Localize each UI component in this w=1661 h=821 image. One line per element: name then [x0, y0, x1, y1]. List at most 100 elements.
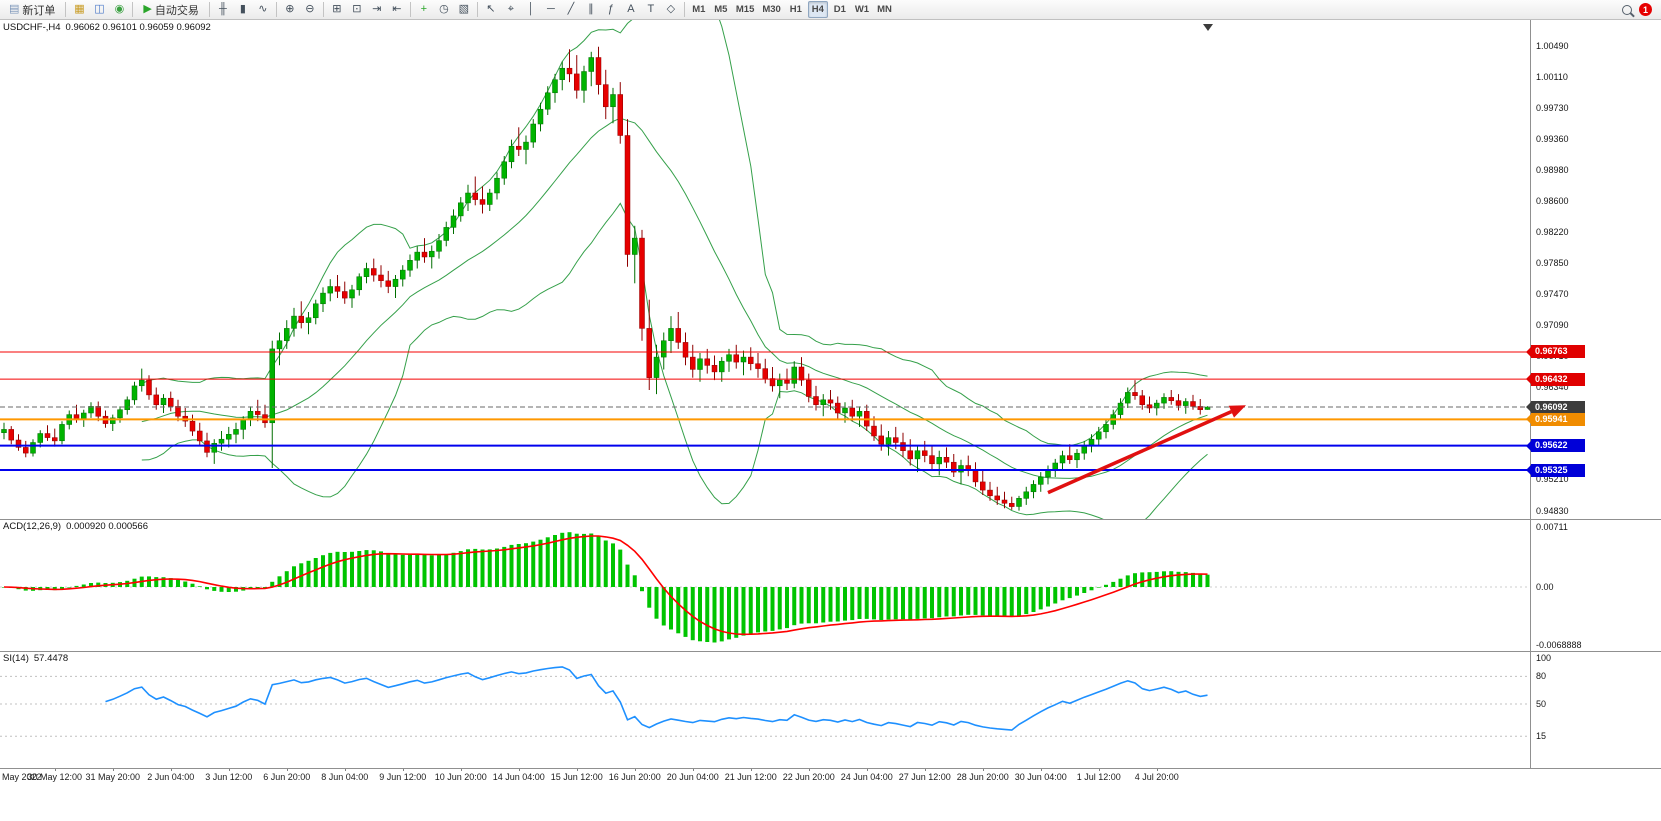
auto-scroll-icon-glyph: ⇥ — [372, 3, 382, 15]
price-tick: 1.00490 — [1536, 41, 1569, 52]
timeframe-h1[interactable]: H1 — [786, 1, 806, 18]
time-axis[interactable]: May 2022 30 May 12:00 31 May 20:00 2 Jun 04… — [0, 768, 1530, 786]
market-watch-icon[interactable]: ▦ — [70, 1, 88, 18]
timeframe-m30[interactable]: M30 — [759, 1, 783, 18]
cursor-icon[interactable]: ↖ — [482, 1, 500, 18]
rsi-panel[interactable]: SI(14) 57.4478 — [0, 651, 1530, 768]
rsi-chart[interactable] — [0, 651, 1530, 768]
price-chart-panel[interactable]: USDCHF-,H4 0.96062 0.96101 0.96059 0.9609… — [0, 20, 1530, 519]
templates-icon[interactable]: ▧ — [455, 1, 473, 18]
horizontal-lines[interactable] — [0, 351, 1530, 471]
timeframe-h4[interactable]: H4 — [807, 1, 828, 18]
time-label: 4 Jul 20:00 — [1134, 772, 1179, 782]
symbol-header: USDCHF-,H4 0.96062 0.96101 0.96059 0.9609… — [3, 22, 216, 33]
price-line-label: 0.96763 — [1526, 345, 1585, 359]
time-tick — [924, 768, 926, 771]
indicators-icon[interactable]: + — [415, 1, 433, 18]
time-label: 2 Jun 04:00 — [147, 772, 195, 782]
time-tick — [402, 768, 404, 771]
indicators-icon-glyph: + — [420, 3, 428, 15]
data-window-icon[interactable]: ◫ — [90, 1, 108, 18]
time-label: May 2022 — [2, 772, 42, 782]
text-icon[interactable]: A — [622, 1, 640, 18]
trendline-icon[interactable]: ╱ — [562, 1, 580, 18]
search-icon[interactable] — [1622, 4, 1632, 15]
timeframe-mn[interactable]: MN — [874, 1, 895, 18]
time-label: 30 May 12:00 — [27, 772, 83, 782]
price-line-label: 0.96092 — [1526, 400, 1585, 414]
zoom-in-icon[interactable]: ⊕ — [281, 1, 299, 18]
toolbar-separator — [683, 2, 685, 17]
vertical-line-icon[interactable]: │ — [522, 1, 540, 18]
time-tick — [518, 768, 520, 771]
bar-chart-icon-glyph: ╫ — [218, 3, 227, 15]
toolbar-button-groups: ▤ 新订单 ▦ ◫ ◉ ▶ 自动交易 ╫ ▮ ∿ ⊕ ⊖ ⊞ ⊡ ⇥ ⇤ + ◷ ▧ ↖ ⌖ │ ─ ╱ ∥ ƒ A T ◇ M1 M5 M1… — [2, 0, 896, 19]
timeframe-w1[interactable]: W1 — [852, 1, 872, 18]
horizontal-line-icon[interactable]: ─ — [542, 1, 560, 18]
candles — [1, 46, 1211, 511]
panel-separator[interactable] — [0, 768, 1661, 769]
rsi-label: SI(14) 57.4478 — [3, 653, 73, 664]
cascade-windows-icon[interactable]: ⊡ — [348, 1, 366, 18]
horizontal-line-icon-glyph: ─ — [546, 3, 555, 15]
panel-separator[interactable] — [0, 519, 1661, 520]
fibonacci-icon[interactable]: ƒ — [602, 1, 620, 18]
time-tick — [170, 768, 172, 771]
macd-panel[interactable]: ACD(12,26,9) 0.000920 0.000566 — [0, 519, 1530, 651]
chart-shift-marker[interactable] — [1203, 24, 1213, 31]
new-order-button[interactable]: ▤ 新订单 — [3, 1, 61, 18]
price-line-label: 0.95325 — [1526, 463, 1585, 477]
toolbar-separator — [208, 2, 210, 17]
time-tick — [112, 768, 114, 771]
price-chart[interactable] — [0, 20, 1530, 519]
crosshair-icon-glyph: ⌖ — [507, 3, 514, 15]
rsi-value: 57.4478 — [33, 653, 69, 664]
time-tick — [54, 768, 56, 771]
timeframe-m5[interactable]: M5 — [711, 1, 731, 18]
time-tick — [576, 768, 578, 771]
time-label: 9 Jun 12:00 — [379, 772, 427, 782]
time-label: 30 Jun 04:00 — [1014, 772, 1067, 782]
time-tick — [286, 768, 288, 771]
autotrading-button-label: 自动交易 — [154, 4, 199, 17]
periods-icon[interactable]: ◷ — [435, 1, 453, 18]
macd-chart[interactable] — [0, 519, 1530, 651]
tile-windows-icon[interactable]: ⊞ — [328, 1, 346, 18]
templates-icon-glyph: ▧ — [458, 3, 470, 15]
timeframe-m15[interactable]: M15 — [733, 1, 757, 18]
notification-badge[interactable]: 1 — [1639, 3, 1652, 16]
timeframe-d1[interactable]: D1 — [830, 1, 850, 18]
time-tick — [982, 768, 984, 771]
price-tick: 0.97850 — [1536, 257, 1569, 268]
autotrading-button[interactable]: ▶ 自动交易 — [137, 1, 204, 18]
timeframe-m1[interactable]: M1 — [689, 1, 709, 18]
price-tick: 1.00110 — [1536, 72, 1568, 83]
chart-shift-icon[interactable]: ⇤ — [388, 1, 406, 18]
trend-arrow[interactable] — [1047, 405, 1246, 495]
time-tick — [228, 768, 230, 771]
zoom-out-icon[interactable]: ⊖ — [301, 1, 319, 18]
toolbar-right: 1 — [1622, 3, 1659, 16]
time-label: 3 Jun 12:00 — [205, 772, 253, 782]
crosshair-icon[interactable]: ⌖ — [502, 1, 520, 18]
panel-separator[interactable] — [0, 651, 1661, 652]
channel-icon[interactable]: ∥ — [582, 1, 600, 18]
toolbar-separator — [409, 2, 411, 17]
macd-indicator-name: ACD(12,26,9) — [3, 521, 62, 532]
shapes-icon[interactable]: ◇ — [662, 1, 680, 18]
auto-scroll-icon[interactable]: ⇥ — [368, 1, 386, 18]
cascade-windows-icon-glyph: ⊡ — [352, 3, 362, 15]
arrows-icon[interactable]: T — [642, 1, 660, 18]
rsi-axis-label: 50 — [1536, 699, 1547, 709]
bar-chart-icon[interactable]: ╫ — [214, 1, 232, 18]
price-axis[interactable]: 1.00490 1.00110 0.99730 0.99360 0.98980 0.986… — [1526, 20, 1661, 768]
time-tick — [866, 768, 868, 771]
text-icon-glyph: A — [627, 3, 635, 15]
arrows-icon-glyph: T — [647, 3, 655, 15]
new-order-button-label: 新订单 — [22, 4, 56, 17]
channel-icon-glyph: ∥ — [588, 3, 594, 15]
line-chart-icon[interactable]: ∿ — [254, 1, 272, 18]
timeframe-w1-label: W1 — [854, 4, 870, 15]
navigator-icon[interactable]: ◉ — [110, 1, 128, 18]
candlestick-chart-icon[interactable]: ▮ — [234, 1, 252, 18]
